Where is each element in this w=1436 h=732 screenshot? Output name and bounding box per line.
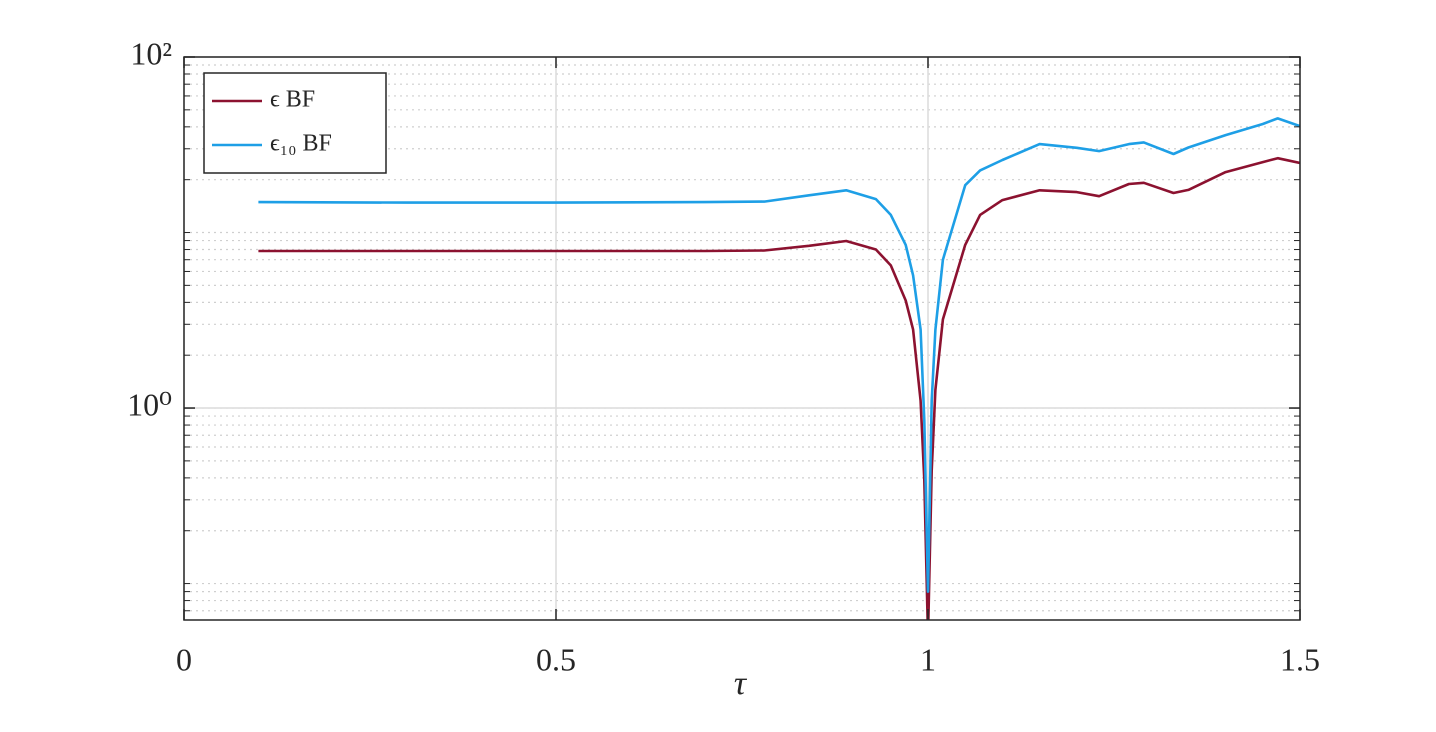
axes-box [183, 56, 1301, 621]
y-tick-label: 10² [130, 35, 172, 71]
x-tick-label: 1 [920, 641, 936, 677]
x-tick-label: 1.5 [1280, 641, 1320, 677]
x-tick-label: 0.5 [536, 641, 576, 677]
series-line [258, 117, 1300, 593]
y-tick-label: 10⁰ [127, 386, 172, 422]
legend-box [203, 72, 387, 174]
legend-label: ϵ BF [270, 87, 315, 113]
lines [258, 117, 1300, 620]
legend-label: ϵ₁₀ BF [270, 131, 332, 157]
ticks: 0 0.5 1 1.5 10⁰ 10² [127, 35, 1320, 677]
x-axis-label: τ [734, 665, 748, 702]
x-tick-label: 0 [176, 641, 192, 677]
series-line [258, 156, 1300, 620]
legend: ϵ BF ϵ₁₀ BF [203, 72, 387, 174]
